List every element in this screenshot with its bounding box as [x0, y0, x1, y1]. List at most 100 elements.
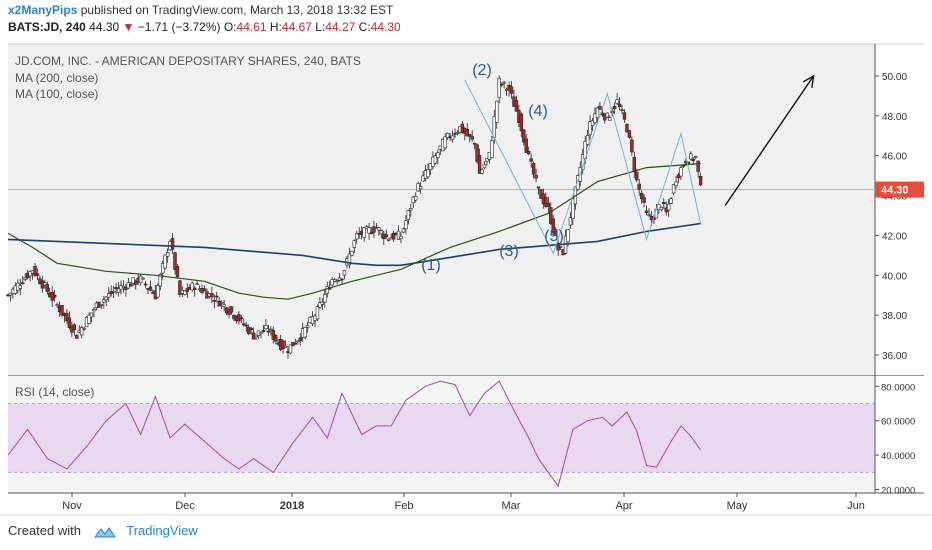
- candle-body: [558, 246, 563, 248]
- candle-body: [283, 345, 288, 348]
- candle-body: [212, 300, 217, 302]
- candle-body: [617, 103, 622, 108]
- candle-body: [396, 230, 401, 240]
- candle-body: [526, 150, 531, 155]
- candle-body: [470, 136, 474, 140]
- x-tick-label: Dec: [175, 500, 195, 512]
- candle-body: [202, 288, 207, 292]
- candle-body: [305, 325, 310, 328]
- candle-body: [111, 290, 116, 293]
- candle-body: [109, 291, 113, 294]
- symbol-label: BATS:JD, 240: [8, 20, 86, 34]
- candle-body: [472, 142, 477, 145]
- candle-body: [433, 155, 438, 164]
- candle-body: [590, 120, 595, 126]
- candle-body: [104, 296, 108, 301]
- rsi-tick-label: 80.0000: [881, 382, 915, 393]
- candle-body: [625, 124, 629, 133]
- last-price: 44.30: [89, 20, 120, 34]
- y-tick-label: 50.00: [882, 72, 907, 83]
- candle-body: [89, 312, 94, 318]
- candle-body: [352, 240, 357, 248]
- last-price-tag: [875, 181, 924, 198]
- candle-body: [175, 266, 180, 277]
- candle-body: [347, 253, 352, 266]
- candle-body: [99, 304, 104, 306]
- candle-body: [379, 230, 384, 235]
- candle-body: [546, 202, 551, 207]
- legend-entry: MA (100, close): [15, 87, 98, 101]
- candle-body: [401, 228, 406, 233]
- x-tick-label: 2018: [280, 500, 304, 512]
- candle-body: [18, 285, 22, 289]
- candle-body: [249, 327, 253, 330]
- candle-body: [23, 277, 27, 280]
- candle-body: [102, 299, 106, 303]
- tradingview-logo-icon: [85, 523, 121, 538]
- candle-body: [377, 227, 381, 231]
- candle-body: [404, 220, 408, 230]
- candle-body: [455, 132, 460, 135]
- candle-body: [689, 153, 693, 160]
- projection-arrowhead-icon: [802, 74, 815, 88]
- candle-body: [55, 304, 59, 306]
- candle-body: [576, 175, 580, 190]
- candle-body: [659, 207, 664, 211]
- candle-body: [143, 283, 148, 286]
- publisher-username[interactable]: x2ManyPips: [8, 3, 78, 17]
- candle-body: [269, 328, 273, 331]
- open-value: 44.61: [236, 20, 267, 34]
- tradingview-brand[interactable]: TradingView: [126, 523, 198, 538]
- candle-body: [215, 295, 219, 298]
- candle-body: [554, 229, 558, 236]
- candle-body: [35, 273, 40, 276]
- candle-body: [138, 275, 143, 284]
- candle-body: [129, 283, 133, 287]
- rsi-tick-label: 60.0000: [881, 417, 915, 428]
- candle-body: [679, 167, 683, 177]
- candle-body: [519, 113, 524, 132]
- candle-body: [639, 192, 644, 199]
- y-tick-label: 40.00: [882, 271, 907, 282]
- candle-body: [485, 158, 489, 162]
- candle-body: [414, 195, 418, 201]
- candle-body: [148, 286, 153, 291]
- candle-body: [475, 144, 479, 162]
- candle-body: [588, 121, 592, 135]
- candle-body: [499, 83, 504, 86]
- candle-body: [384, 234, 388, 238]
- close-label: C:: [358, 20, 371, 34]
- close-value: 44.30: [370, 20, 401, 34]
- candle-body: [259, 332, 263, 334]
- candle-body: [210, 293, 214, 298]
- candle-body: [367, 227, 371, 234]
- candle-body: [261, 330, 266, 333]
- candle-body: [480, 169, 484, 174]
- candle-body: [605, 112, 609, 118]
- legend-entry: MA (200, close): [15, 71, 98, 85]
- candle-body: [632, 156, 637, 173]
- candle-body: [598, 105, 602, 110]
- candle-body: [620, 109, 624, 111]
- candle-body: [21, 282, 25, 285]
- candle-body: [642, 197, 646, 203]
- candle-body: [644, 210, 649, 213]
- candle-body: [549, 207, 553, 224]
- candle-body: [502, 81, 506, 84]
- candle-body: [303, 327, 307, 338]
- candle-body: [266, 330, 271, 333]
- candle-body: [65, 313, 69, 321]
- candle-body: [544, 197, 548, 207]
- candle-body: [141, 277, 145, 280]
- y-tick-label: 46.00: [882, 152, 907, 163]
- candle-body: [281, 340, 285, 349]
- candle-body: [28, 271, 32, 277]
- wave-label: (2): [472, 62, 492, 79]
- candle-body: [355, 232, 359, 240]
- candle-body: [615, 99, 619, 104]
- candle-body: [229, 306, 234, 313]
- candle-body: [82, 327, 86, 330]
- candle-body: [662, 202, 666, 204]
- x-tick-label: Nov: [62, 500, 82, 512]
